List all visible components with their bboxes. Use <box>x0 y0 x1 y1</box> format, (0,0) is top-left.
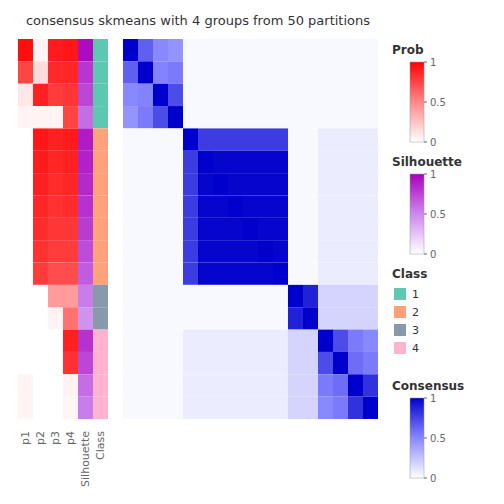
svg-text:Consensus: Consensus <box>392 379 464 393</box>
svg-text:0: 0 <box>430 473 436 484</box>
svg-text:2: 2 <box>412 306 419 319</box>
svg-text:0.5: 0.5 <box>430 433 446 444</box>
svg-text:Silhouette: Silhouette <box>79 431 92 487</box>
svg-text:0.5: 0.5 <box>430 97 446 108</box>
svg-text:0.5: 0.5 <box>430 209 446 220</box>
svg-text:3: 3 <box>412 324 419 337</box>
svg-text:p1: p1 <box>19 431 32 445</box>
svg-text:Class: Class <box>392 267 427 281</box>
svg-text:1: 1 <box>430 57 436 68</box>
svg-text:Prob: Prob <box>392 43 424 57</box>
svg-text:1: 1 <box>430 393 436 404</box>
svg-text:1: 1 <box>430 169 436 180</box>
svg-text:0: 0 <box>430 249 436 260</box>
svg-text:p4: p4 <box>64 431 77 445</box>
svg-text:Silhouette: Silhouette <box>392 155 462 169</box>
svg-text:0: 0 <box>430 137 436 148</box>
html-text:consensus skmeans with 4 group: consensus skmeans with 4 groups from 50 … <box>25 13 371 28</box>
svg-text:p2: p2 <box>34 431 47 445</box>
svg-text:Class: Class <box>94 431 107 460</box>
svg-text:1: 1 <box>412 288 419 301</box>
svg-text:p3: p3 <box>49 431 62 445</box>
svg-text:4: 4 <box>412 342 419 355</box>
